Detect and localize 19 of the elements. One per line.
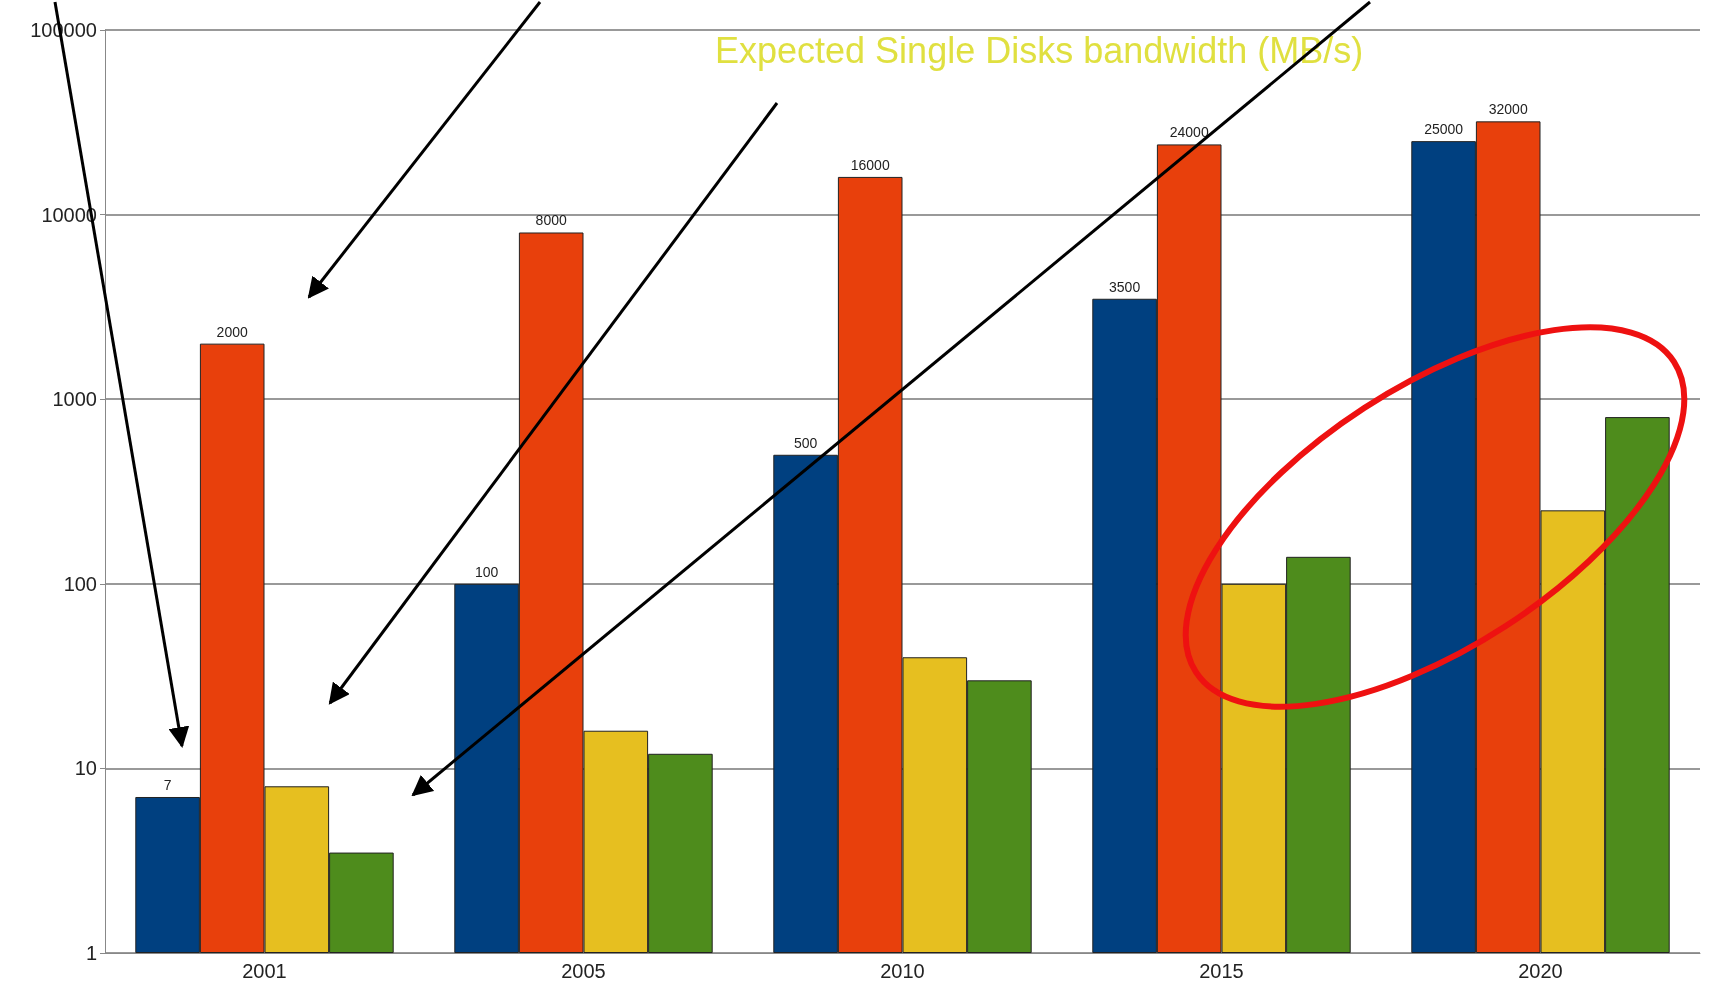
x-tick-label: 2001 [242,960,287,982]
data-label: 500 [793,434,818,451]
data-label: 24000 [1169,124,1209,141]
y-tick-label: 1000 [52,388,97,411]
data-label: 2000 [216,323,248,340]
data-label: 25000 [1424,121,1464,138]
data-label: 32000 [1488,101,1528,118]
x-tick-label: 2020 [1518,960,1563,982]
y-tick-label: 10 [74,757,97,780]
x-tick-label: 2010 [880,960,925,982]
x-tick-label: 2015 [1199,960,1244,982]
y-tick-label: 1 [85,942,97,964]
x-tick-label: 2005 [561,960,606,982]
data-label: 16000 [850,156,890,173]
y-tick-label: 100 [63,572,97,595]
data-label: 7 [163,776,172,793]
data-label: 100 [474,563,499,580]
data-label: 8000 [535,212,567,229]
data-label: 3500 [1109,278,1141,295]
